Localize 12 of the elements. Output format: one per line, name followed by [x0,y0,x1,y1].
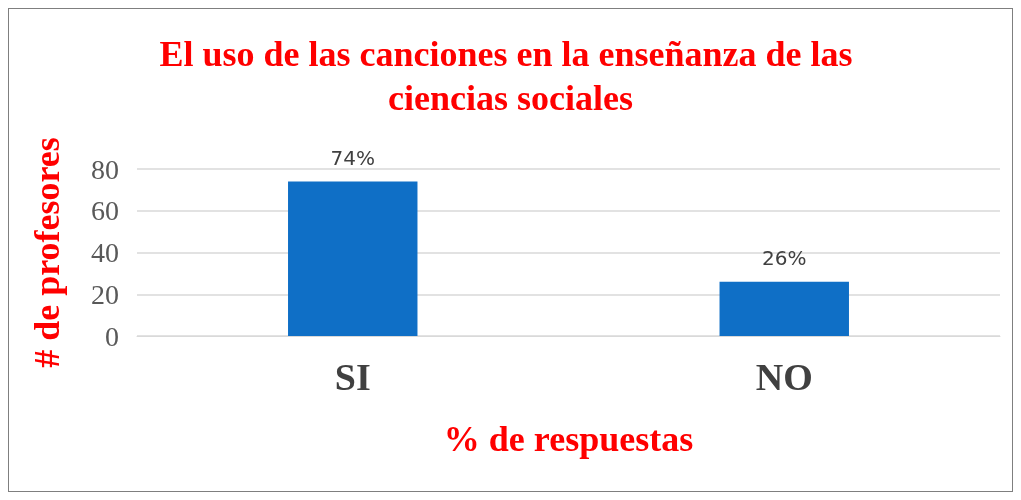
x-tick-label: SI [334,356,371,398]
data-label: 26% [762,245,807,270]
y-tick-label: 40 [91,237,119,268]
y-tick-label: 60 [91,195,119,227]
y-axis-title: # de profesores [27,137,67,368]
y-tick-label: 80 [91,153,119,185]
chart-title: El uso de las canciones en la enseñanza de las ciencias sociales [159,34,862,118]
x-axis-title: % de respuestas [443,419,694,459]
y-tick-label: 0 [105,320,119,352]
y-tick-label: 20 [91,278,119,310]
x-tick-label: NO [755,356,813,398]
data-label: 74% [330,145,375,170]
